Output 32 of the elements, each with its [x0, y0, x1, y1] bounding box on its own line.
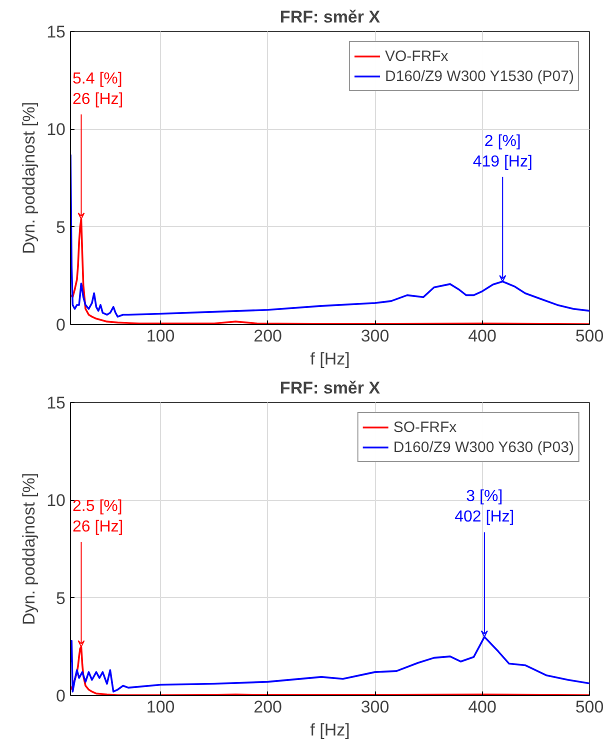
y-tick-label: 10 — [46, 491, 66, 510]
chart-title: FRF: směr X — [280, 378, 381, 398]
annotation: 2.5 [%] 26 [Hz] — [72, 498, 124, 536]
legend-label: SO-FRFx — [393, 418, 457, 436]
annotation: 3 [%] 402 [Hz] — [454, 488, 514, 526]
y-tick-label: 5 — [56, 588, 66, 608]
x-tick-label: 100 — [146, 698, 175, 716]
chart-title: FRF: směr X — [280, 8, 381, 26]
x-tick-label: 100 — [146, 326, 175, 346]
y-tick-label: 0 — [56, 316, 66, 334]
x-tick-label: 400 — [468, 698, 496, 716]
y-axis-title: Dyn. poddajnost [%] — [20, 472, 39, 626]
legend-label: D160/Z9 W300 Y630 (P03) — [393, 438, 574, 456]
legend-label: VO-FRFx — [384, 48, 448, 64]
x-tick-label: 500 — [575, 326, 604, 346]
x-axis-title: f [Hz] — [310, 350, 350, 368]
x-tick-label: 500 — [575, 698, 604, 716]
x-tick-label: 200 — [254, 698, 282, 716]
legend-label: D160/Z9 W300 Y1530 (P07) — [384, 68, 574, 84]
x-axis-title: f [Hz] — [310, 720, 350, 740]
x-tick-label: 400 — [468, 326, 496, 346]
y-tick-label: 0 — [56, 686, 66, 706]
annotation: 2 [%] 419 [Hz] — [472, 132, 532, 170]
y-tick-label: 15 — [46, 394, 66, 412]
x-tick-label: 300 — [360, 326, 390, 346]
y-tick-label: 10 — [46, 120, 66, 140]
y-axis-title: Dyn. poddajnost [%] — [20, 102, 39, 254]
x-tick-label: 200 — [254, 326, 282, 346]
x-tick-label: 300 — [360, 698, 390, 716]
annotation: 5.4 [%] 26 [Hz] — [72, 70, 124, 108]
y-tick-label: 15 — [46, 22, 66, 42]
y-tick-label: 5 — [56, 218, 66, 237]
